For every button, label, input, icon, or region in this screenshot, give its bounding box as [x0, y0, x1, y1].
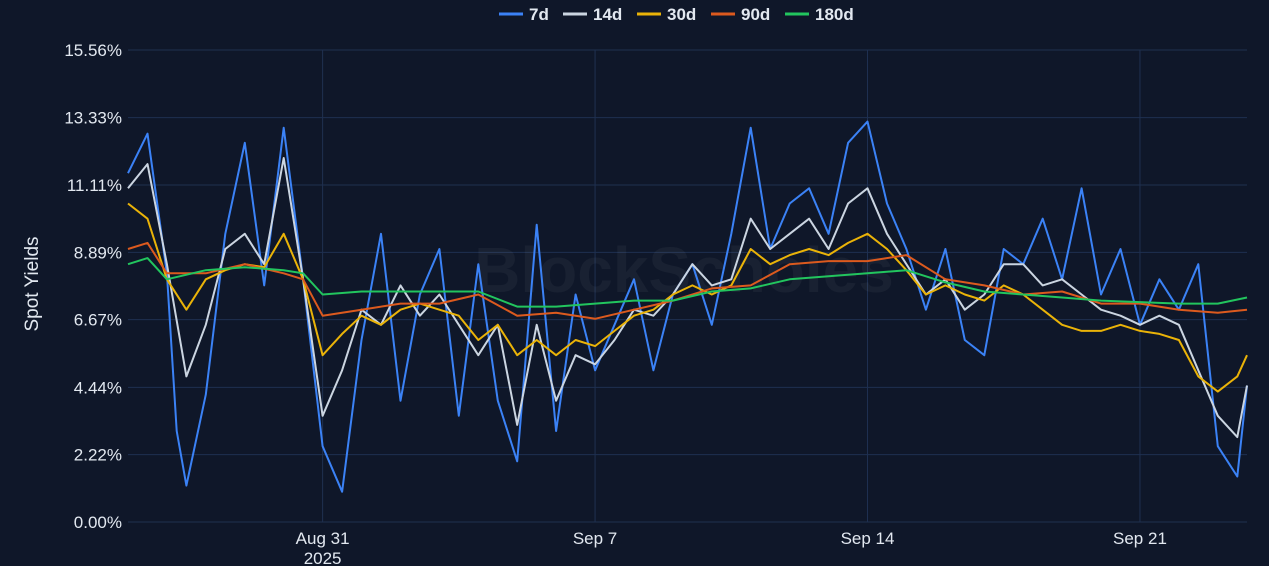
series-line-14d [127, 157, 1248, 439]
legend[interactable]: 7d 14d 30d 90d 180d [499, 5, 854, 24]
series-line-30d [127, 202, 1248, 393]
y-tick-label: 4.44% [74, 378, 122, 397]
x-tick-sublabel: 2025 [304, 549, 342, 566]
series-line-90d [127, 241, 1248, 320]
x-tick-label: Sep 14 [841, 529, 895, 548]
y-tick-label: 2.22% [74, 446, 122, 465]
y-tick-label: 15.56% [64, 41, 122, 60]
y-tick-label: 6.67% [74, 311, 122, 330]
legend-label: 180d [815, 5, 854, 24]
legend-label: 30d [667, 5, 696, 24]
y-tick-label: 0.00% [74, 513, 122, 532]
x-tick-label: Sep 7 [573, 529, 617, 548]
y-axis-label: Spot Yields [22, 236, 43, 331]
series-line-7d [127, 120, 1248, 493]
legend-item-30d[interactable]: 30d [637, 5, 696, 24]
y-tick-label: 13.33% [64, 109, 122, 128]
x-tick-label: Sep 21 [1113, 529, 1167, 548]
y-axis: 0.00% 2.22% 4.44% 6.67% 8.89% 11.11% 13.33% 15.… [64, 41, 122, 532]
legend-item-14d[interactable]: 14d [563, 5, 622, 24]
y-tick-label: 11.11% [67, 176, 122, 195]
y-tick-label: 8.89% [74, 243, 122, 262]
legend-item-7d[interactable]: 7d [499, 5, 549, 24]
legend-label: 90d [741, 5, 770, 24]
legend-label: 14d [593, 5, 622, 24]
x-tick-label: Aug 31 [296, 529, 350, 548]
series-line-180d [127, 257, 1248, 308]
legend-label: 7d [529, 5, 549, 24]
legend-item-90d[interactable]: 90d [711, 5, 770, 24]
legend-item-180d[interactable]: 180d [785, 5, 854, 24]
series-layer [127, 120, 1248, 493]
